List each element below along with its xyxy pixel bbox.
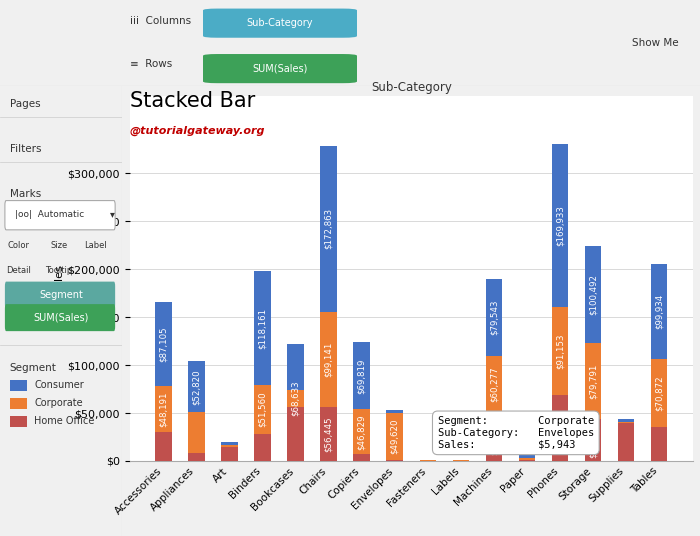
Text: Label: Label xyxy=(84,241,107,250)
Bar xyxy=(552,308,568,395)
Text: $48,191: $48,191 xyxy=(159,391,168,427)
Bar xyxy=(321,407,337,461)
Text: Color: Color xyxy=(8,241,29,250)
Bar xyxy=(155,386,172,432)
Text: $60,277: $60,277 xyxy=(489,367,498,403)
Text: $87,105: $87,105 xyxy=(159,326,168,362)
Text: Segment: Segment xyxy=(10,363,57,373)
Text: $69,819: $69,819 xyxy=(357,358,366,393)
Bar xyxy=(354,343,370,410)
Text: $99,934: $99,934 xyxy=(654,294,664,329)
Bar xyxy=(287,390,304,407)
Bar xyxy=(584,246,601,343)
Bar xyxy=(188,412,204,453)
Text: $79,543: $79,543 xyxy=(489,300,498,336)
Bar xyxy=(519,455,536,458)
Bar xyxy=(584,343,601,419)
Text: $172,863: $172,863 xyxy=(324,209,333,249)
Text: $49,620: $49,620 xyxy=(390,419,399,455)
FancyBboxPatch shape xyxy=(5,281,115,309)
Text: Show Me: Show Me xyxy=(632,38,679,48)
Bar xyxy=(321,146,337,312)
Text: $56,445: $56,445 xyxy=(324,416,333,452)
Text: ≡  Rows: ≡ Rows xyxy=(130,59,172,69)
Bar xyxy=(584,419,601,461)
Bar xyxy=(354,410,370,454)
Bar xyxy=(10,398,27,409)
Text: $49,419: $49,419 xyxy=(489,420,498,455)
Text: $118,161: $118,161 xyxy=(258,308,267,348)
Text: Size: Size xyxy=(50,241,67,250)
Bar xyxy=(221,442,238,445)
Text: $79,791: $79,791 xyxy=(589,363,598,399)
Text: $99,141: $99,141 xyxy=(324,341,333,377)
Text: Tooltip: Tooltip xyxy=(46,266,72,275)
Text: |oo|  Automatic: |oo| Automatic xyxy=(15,210,84,219)
Text: $46,829: $46,829 xyxy=(357,414,366,450)
Text: iii  Columns: iii Columns xyxy=(130,17,190,26)
Text: ▾: ▾ xyxy=(110,209,115,219)
Bar xyxy=(254,271,271,385)
FancyBboxPatch shape xyxy=(203,9,357,38)
Text: @tutorialgateway.org: @tutorialgateway.org xyxy=(130,126,265,136)
Bar xyxy=(486,356,502,414)
Bar xyxy=(287,407,304,461)
Text: Segment:        Corporate
Sub-Category:   Envelopes
Sales:          $5,943: Segment: Corporate Sub-Category: Envelop… xyxy=(438,416,594,450)
Bar xyxy=(519,458,536,459)
Bar xyxy=(354,454,370,461)
Bar xyxy=(188,361,204,412)
FancyBboxPatch shape xyxy=(203,54,357,83)
Bar xyxy=(321,312,337,407)
Bar xyxy=(155,432,172,461)
Text: Filters: Filters xyxy=(10,144,41,154)
Bar xyxy=(254,385,271,434)
Text: $100,492: $100,492 xyxy=(589,274,598,315)
Bar xyxy=(188,453,204,461)
Bar xyxy=(386,410,403,413)
FancyBboxPatch shape xyxy=(5,200,115,230)
Bar xyxy=(221,446,238,461)
Text: Corporate: Corporate xyxy=(34,398,83,408)
Text: SUM(Sales): SUM(Sales) xyxy=(252,64,308,73)
FancyBboxPatch shape xyxy=(5,304,115,331)
Bar xyxy=(651,427,667,461)
Text: Sub-Category: Sub-Category xyxy=(246,18,314,28)
Bar xyxy=(519,459,536,461)
Text: $68,633: $68,633 xyxy=(291,381,300,416)
Bar xyxy=(552,395,568,461)
Text: $52,820: $52,820 xyxy=(192,369,201,405)
Text: SUM(Sales): SUM(Sales) xyxy=(34,312,89,323)
Bar xyxy=(651,264,667,360)
Text: Home Office: Home Office xyxy=(34,416,94,426)
Text: $91,153: $91,153 xyxy=(556,333,564,369)
Text: Pages: Pages xyxy=(10,99,41,109)
Bar xyxy=(618,419,634,422)
Bar xyxy=(552,144,568,308)
Y-axis label: Sales: Sales xyxy=(55,264,64,294)
Text: $68,921: $68,921 xyxy=(556,410,564,445)
Bar xyxy=(221,445,238,446)
Text: $70,872: $70,872 xyxy=(654,376,664,411)
Bar xyxy=(618,422,634,461)
Text: Segment: Segment xyxy=(39,290,83,300)
Text: Stacked Bar: Stacked Bar xyxy=(130,91,255,111)
Text: Consumer: Consumer xyxy=(34,380,84,390)
Text: Marks: Marks xyxy=(10,189,41,199)
Bar xyxy=(10,380,27,391)
Text: $51,560: $51,560 xyxy=(258,392,267,427)
Text: $169,933: $169,933 xyxy=(556,205,564,247)
Bar xyxy=(10,416,27,427)
Text: $43,560: $43,560 xyxy=(589,422,598,458)
Text: Detail: Detail xyxy=(6,266,31,275)
Bar xyxy=(386,413,403,460)
Bar xyxy=(254,434,271,461)
Bar xyxy=(486,279,502,356)
Bar xyxy=(287,345,304,390)
Bar xyxy=(486,414,502,461)
Bar xyxy=(155,302,172,386)
Bar xyxy=(651,360,667,427)
Title: Sub-Category: Sub-Category xyxy=(371,81,452,94)
